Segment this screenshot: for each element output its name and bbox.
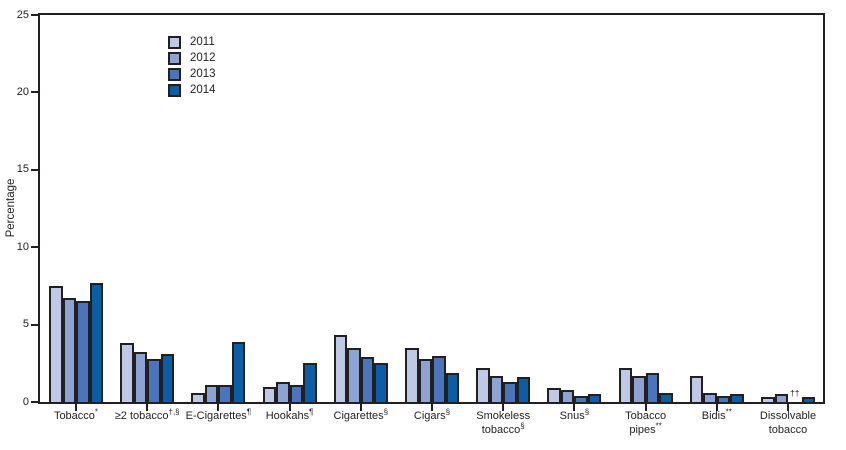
bar-cigars-2011 xyxy=(405,347,419,404)
missing-data-marker: †† xyxy=(790,388,800,398)
category-label: Cigarettes§ xyxy=(333,407,389,422)
y-axis-tick xyxy=(31,323,38,326)
bar-cigarettes-2014 xyxy=(374,363,388,404)
y-axis-tick xyxy=(31,401,38,403)
legend-item-2014: 2014 xyxy=(168,83,216,97)
bar-smokeless-2014 xyxy=(516,377,531,404)
x-axis-tick xyxy=(359,404,362,411)
legend-label: 2012 xyxy=(190,52,216,64)
legend-label: 2014 xyxy=(190,84,216,96)
bar-hookahs-2013 xyxy=(289,384,304,404)
x-axis-tick xyxy=(502,404,505,411)
x-axis-tick xyxy=(787,404,789,411)
bar-hookahs-2014 xyxy=(303,363,317,404)
legend-swatch-2011 xyxy=(168,35,181,49)
y-axis-tick-label: 15 xyxy=(16,163,29,176)
bar-cigars-2012 xyxy=(418,358,432,404)
bar-smokeless-2013 xyxy=(503,381,517,404)
bar-snus-2014 xyxy=(587,394,602,404)
bar-tobacco-2011 xyxy=(49,285,63,404)
bar-snus-2012 xyxy=(560,389,575,404)
legend-label: 2013 xyxy=(190,68,216,80)
y-axis-tick xyxy=(31,14,38,16)
bar-dissolvable-2014 xyxy=(801,397,815,404)
legend-item-2012: 2012 xyxy=(168,51,216,65)
legend-swatch-2013 xyxy=(168,67,181,81)
y-axis-tick-label: 25 xyxy=(16,8,29,21)
y-axis-tick xyxy=(31,91,38,94)
bar-hookahs-2011 xyxy=(262,386,277,404)
bar-bidis-2011 xyxy=(689,375,704,404)
y-axis-tick-label: 5 xyxy=(22,318,29,331)
category-label: Snus§ xyxy=(559,407,590,422)
bar-bidis-2013 xyxy=(716,395,731,404)
bar-smokeless-2011 xyxy=(476,367,490,404)
x-axis-tick xyxy=(288,404,291,411)
x-axis-tick xyxy=(146,404,149,411)
category-label: Smokeless tobacco§ xyxy=(476,410,531,436)
bar-cigarettes-2012 xyxy=(347,347,361,404)
bar-smokeless-2012 xyxy=(489,375,504,404)
bar-bidis-2014 xyxy=(730,394,744,404)
category-label: Cigars§ xyxy=(413,407,451,422)
bar-cigars-2013 xyxy=(432,355,446,404)
category-label: ≥2 tobacco†,§ xyxy=(114,407,180,422)
category-label: Tobacco pipes** xyxy=(625,410,667,436)
category-label: Bidis** xyxy=(701,407,732,422)
y-axis-title: Percentage xyxy=(5,178,17,238)
x-axis-tick xyxy=(644,404,647,411)
bar-e-cigarettes-2013 xyxy=(218,384,232,404)
bar-cigarettes-2011 xyxy=(333,335,348,404)
bar-tobacco-2013 xyxy=(76,301,90,404)
category-label: Hookahs¶ xyxy=(265,407,314,422)
category-label: Dissolvable tobacco xyxy=(759,410,817,436)
bar--2-tobacco-2011 xyxy=(120,343,134,404)
bar-e-cigarettes-2014 xyxy=(231,341,246,404)
y-axis-tick-label: 20 xyxy=(16,85,29,98)
bar-tobacco-2012 xyxy=(632,375,646,404)
bar-cigarettes-2013 xyxy=(360,357,375,404)
legend: 2011 2012 2013 2014 xyxy=(168,35,216,100)
category-label: E-Cigarettes¶ xyxy=(185,407,252,422)
legend-item-2013: 2013 xyxy=(168,67,216,81)
bar-hookahs-2012 xyxy=(276,381,290,404)
bar-snus-2013 xyxy=(574,395,588,404)
legend-swatch-2012 xyxy=(168,51,181,65)
bar--2-tobacco-2013 xyxy=(147,358,161,404)
bar-tobacco-2013 xyxy=(645,372,660,404)
bar-dissolvable-2011 xyxy=(761,397,775,404)
legend-label: 2011 xyxy=(190,36,215,48)
category-label: Tobacco* xyxy=(53,407,99,422)
x-axis-tick xyxy=(75,404,77,411)
bar-tobacco-2012 xyxy=(62,298,76,404)
bar-e-cigarettes-2011 xyxy=(191,392,205,404)
bar--2-tobacco-2014 xyxy=(160,354,175,404)
bar-e-cigarettes-2012 xyxy=(204,384,219,404)
legend-swatch-2014 xyxy=(168,83,181,97)
x-axis-tick xyxy=(715,404,718,411)
bar-tobacco-2011 xyxy=(618,367,633,404)
x-axis-tick xyxy=(573,404,576,411)
x-axis-tick xyxy=(431,404,433,411)
bar-cigars-2014 xyxy=(445,372,459,404)
bar--2-tobacco-2012 xyxy=(133,352,148,404)
y-axis-tick-label: 10 xyxy=(16,240,29,253)
bar-tobacco-2014 xyxy=(659,392,673,404)
y-axis-tick xyxy=(31,168,38,171)
y-axis-tick-label: 0 xyxy=(22,395,29,408)
plot-area xyxy=(38,13,825,404)
x-axis-tick xyxy=(217,404,220,411)
y-axis-tick xyxy=(31,246,38,249)
bar-tobacco-2014 xyxy=(89,282,103,404)
bar-snus-2011 xyxy=(547,388,561,404)
bar-bidis-2012 xyxy=(703,392,717,404)
bar-dissolvable-2012 xyxy=(774,394,788,404)
legend-item-2011: 2011 xyxy=(168,35,216,49)
